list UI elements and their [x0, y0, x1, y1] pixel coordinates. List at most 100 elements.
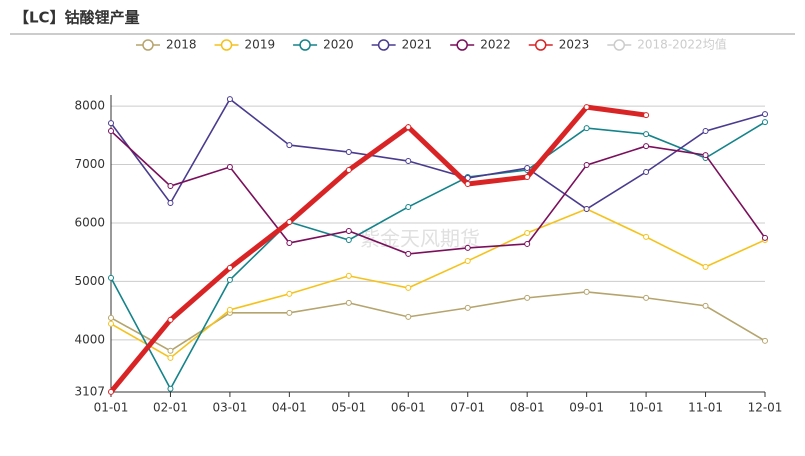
point [524, 294, 531, 301]
point [167, 385, 174, 392]
point [524, 165, 531, 172]
series-line [110, 97, 766, 210]
legend-swatch [534, 39, 547, 51]
point [464, 257, 471, 264]
point [226, 164, 233, 171]
point [643, 143, 650, 150]
point [643, 169, 650, 176]
x-tick-label: 10-01 [629, 401, 664, 415]
chart-title: 【LC】钴酸锂产量 [14, 9, 140, 27]
point [643, 294, 650, 301]
point [583, 288, 590, 295]
point [108, 120, 114, 127]
point [583, 205, 590, 212]
legend-swatch [142, 39, 154, 51]
x-tick-label: 11-01 [688, 401, 723, 415]
x-tick-label: 08-01 [510, 401, 545, 415]
point [167, 316, 174, 323]
y-tick-label: 3107 [74, 385, 105, 399]
point [345, 299, 352, 306]
y-tick-label: 7000 [74, 157, 105, 171]
y-tick-label: 4000 [74, 332, 105, 346]
point [643, 131, 650, 138]
point [702, 263, 709, 270]
point [405, 203, 412, 210]
point [405, 250, 412, 257]
point [702, 302, 709, 309]
point [762, 119, 768, 126]
point [345, 167, 352, 174]
point [286, 142, 293, 149]
point [345, 227, 352, 234]
point [702, 128, 709, 135]
x-tick-label: 04-01 [272, 401, 307, 415]
point [524, 174, 531, 181]
y-tick-label: 5000 [74, 274, 105, 288]
point [167, 199, 174, 206]
legend-swatch [220, 39, 233, 51]
point [762, 111, 768, 118]
point [405, 124, 412, 131]
point [762, 234, 768, 241]
watermark: 紫金天风期货 [360, 227, 480, 251]
point [464, 244, 471, 251]
point [702, 152, 709, 159]
point [583, 162, 590, 169]
point [167, 354, 174, 361]
x-tick-label: 12-01 [748, 401, 783, 415]
x-tick-label: 03-01 [212, 401, 247, 415]
point [762, 337, 768, 344]
series-line [110, 121, 766, 391]
x-tick-label: 07-01 [450, 401, 485, 415]
x-tick-label: 02-01 [153, 401, 188, 415]
x-tick-label: 05-01 [331, 401, 366, 415]
point [345, 149, 352, 156]
point [108, 128, 114, 135]
point [345, 272, 352, 279]
point [524, 240, 531, 247]
point [583, 125, 590, 132]
legend-label: 2022 [480, 38, 511, 52]
point [405, 158, 412, 165]
legend-swatch [377, 39, 390, 51]
point [405, 313, 412, 320]
x-tick-label: 09-01 [569, 401, 604, 415]
series-line [110, 208, 766, 359]
series-line [110, 291, 766, 352]
point [286, 218, 293, 225]
point [286, 239, 293, 246]
x-tick-label: 01-01 [94, 401, 129, 415]
point [108, 320, 114, 327]
point [286, 309, 293, 316]
point [643, 112, 650, 119]
point [226, 276, 233, 283]
point [108, 388, 114, 395]
point [464, 304, 471, 311]
y-tick-label: 6000 [74, 215, 105, 229]
legend-label: 2019 [245, 38, 276, 52]
legend-label: 2020 [323, 38, 354, 52]
point [286, 290, 293, 297]
legend-label: 2018 [166, 38, 197, 52]
y-tick-label: 8000 [74, 99, 105, 113]
point [226, 264, 233, 271]
point [405, 284, 412, 291]
point [226, 96, 233, 103]
point [108, 314, 114, 321]
legend-swatch [299, 39, 311, 51]
point [583, 104, 590, 111]
point [643, 233, 650, 240]
point [108, 274, 114, 281]
x-tick-label: 06-01 [391, 401, 426, 415]
legend-label: 2021 [402, 38, 433, 52]
point [226, 306, 233, 313]
point [167, 183, 174, 190]
series-line [109, 104, 647, 394]
point [345, 236, 352, 243]
legend-label: 2023 [559, 38, 590, 52]
point [524, 229, 531, 236]
legend-label: 2018-2022均值 [637, 37, 726, 52]
legend-swatch [456, 39, 468, 51]
legend-swatch [613, 39, 626, 51]
